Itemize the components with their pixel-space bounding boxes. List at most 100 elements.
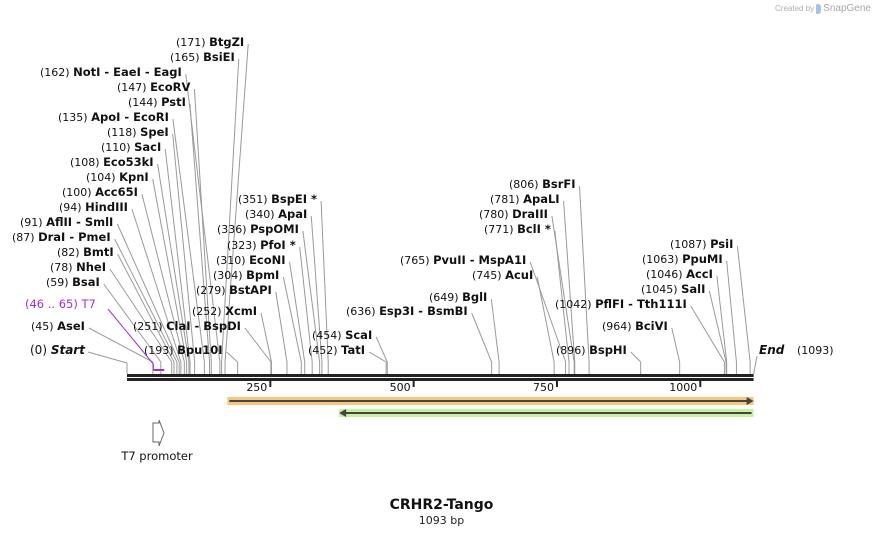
- sequence-name: CRHR2-Tango: [389, 497, 494, 513]
- restriction-site-label[interactable]: (78) NheI: [50, 260, 106, 274]
- site-leader: [563, 200, 576, 363]
- restriction-site-label[interactable]: (100) Acc65I: [62, 185, 138, 199]
- restriction-site-label[interactable]: (82) BmtI: [57, 245, 114, 259]
- restriction-site-label[interactable]: (1087) PsiI: [670, 237, 733, 251]
- site-leader: [157, 163, 190, 363]
- restriction-site-label[interactable]: (162) NotI - EaeI - EagI: [40, 65, 182, 79]
- start-label: (0) Start: [30, 343, 86, 357]
- restriction-site-label[interactable]: (147) EcoRV: [117, 80, 191, 94]
- restriction-site-label[interactable]: (45) AseI: [31, 319, 85, 333]
- site-leader: [172, 118, 205, 363]
- site-leader: [671, 327, 681, 363]
- site-leader: [726, 260, 737, 363]
- primer-leader: [107, 308, 154, 365]
- restriction-site-label[interactable]: (252) XcmI: [192, 304, 257, 318]
- restriction-site-label[interactable]: (118) SpeI: [107, 125, 169, 139]
- primer-binding-bar[interactable]: [153, 369, 165, 371]
- site-leader: [299, 246, 313, 363]
- restriction-site-label[interactable]: (1045) SalI: [641, 282, 705, 296]
- restriction-site-label[interactable]: (649) BglI: [429, 290, 487, 304]
- site-leader: [471, 312, 493, 363]
- start-leader: [87, 351, 128, 364]
- end-label: End: [759, 343, 785, 357]
- site-leader: [103, 283, 162, 363]
- site-leader: [716, 275, 728, 363]
- site-leader: [114, 238, 178, 363]
- restriction-site-label[interactable]: (94) HindIII: [59, 200, 128, 214]
- restriction-site-label[interactable]: (964) BciVI: [602, 319, 668, 333]
- restriction-site-label[interactable]: (745) AcuI: [472, 268, 533, 282]
- restriction-site-label[interactable]: (336) PspOMI: [217, 222, 299, 236]
- site-leader: [736, 245, 751, 363]
- scale-tick: [269, 381, 272, 387]
- restriction-site-label[interactable]: (104) KpnI: [86, 170, 149, 184]
- promoter-arrow-icon[interactable]: [152, 419, 165, 447]
- site-leader: [131, 208, 182, 363]
- site-leader: [630, 351, 642, 363]
- restriction-site-label[interactable]: (165) BsiEI: [170, 50, 235, 64]
- site-leader: [690, 305, 725, 363]
- site-leader: [529, 261, 567, 363]
- site-leader: [193, 88, 212, 363]
- restriction-site-label[interactable]: (279) BstAPI: [196, 283, 272, 297]
- restriction-site-label[interactable]: (340) ApaI: [245, 207, 307, 221]
- scale-tick-label: 1000: [669, 381, 697, 394]
- restriction-site-label[interactable]: (452) TatI: [308, 343, 365, 357]
- restriction-site-label[interactable]: (87) DraI - PmeI: [12, 230, 111, 244]
- restriction-site-label[interactable]: (59) BsaI: [46, 275, 100, 289]
- backbone-bottom-strand: [127, 378, 754, 381]
- restriction-site-label[interactable]: (323) PfoI *: [227, 238, 296, 252]
- site-leader: [172, 133, 196, 363]
- end-position: (1093): [797, 344, 834, 357]
- restriction-site-label[interactable]: (110) SacI: [101, 140, 161, 154]
- restriction-site-label[interactable]: (771) BclI *: [484, 222, 551, 236]
- restriction-site-label[interactable]: (108) Eco53kI: [70, 155, 154, 169]
- site-leader: [244, 327, 272, 363]
- restriction-site-label[interactable]: (310) EcoNI: [216, 253, 286, 267]
- site-leader: [551, 215, 575, 363]
- site-leader: [708, 290, 727, 363]
- restriction-site-label[interactable]: (896) BspHI: [556, 343, 627, 357]
- restriction-site-label[interactable]: (193) Bpu10I: [144, 343, 223, 357]
- primer-label[interactable]: (46 .. 65) T7: [25, 297, 96, 311]
- scale-tick: [699, 381, 702, 387]
- site-leader: [490, 298, 500, 363]
- restriction-site-label[interactable]: (144) PstI: [128, 95, 186, 109]
- arrow-right-icon: [746, 397, 754, 405]
- restriction-site-label[interactable]: (171) BtgZI: [176, 35, 244, 49]
- site-leader: [368, 351, 387, 363]
- scale-tick-label: 250: [246, 381, 267, 394]
- site-leader: [221, 58, 240, 363]
- restriction-site-label[interactable]: (780) DraIII: [479, 207, 548, 221]
- restriction-site-label[interactable]: (135) ApoI - EcoRI: [58, 110, 169, 124]
- site-leader: [189, 103, 211, 363]
- site-leader: [164, 148, 191, 363]
- site-leader: [117, 253, 175, 363]
- restriction-site-label[interactable]: (91) AflII - SmlI: [20, 215, 113, 229]
- credit-brand: SnapGene: [823, 3, 871, 14]
- restriction-site-label[interactable]: (781) ApaLI: [490, 192, 560, 206]
- restriction-site-label[interactable]: (454) ScaI: [312, 328, 372, 342]
- end-leader: [753, 355, 758, 375]
- restriction-site-label[interactable]: (765) PvuII - MspA1I: [400, 253, 526, 267]
- arrow-left-icon: [339, 409, 347, 417]
- restriction-site-label[interactable]: (351) BspEI *: [238, 192, 317, 206]
- sequence-length: 1093 bp: [418, 514, 465, 527]
- restriction-site-label[interactable]: (304) BpmI: [213, 268, 279, 282]
- site-leader: [302, 230, 321, 363]
- restriction-site-label[interactable]: (1063) PpuMI: [642, 252, 723, 266]
- site-leader: [282, 276, 302, 363]
- scale-tick: [555, 381, 558, 387]
- site-leader: [226, 351, 238, 363]
- restriction-site-label[interactable]: (1042) PflFI - Tth111I: [555, 297, 687, 311]
- restriction-site-label[interactable]: (251) ClaI - BspDI: [133, 319, 241, 333]
- restriction-site-label[interactable]: (636) Esp3I - BsmBI: [346, 304, 468, 318]
- snapgene-logo-icon: [816, 3, 822, 14]
- restriction-site-label[interactable]: (1046) AccI: [646, 267, 713, 281]
- restriction-site-label[interactable]: (806) BsrFI: [509, 177, 576, 191]
- site-leader: [579, 185, 590, 363]
- site-leader: [88, 327, 154, 363]
- site-leader: [375, 336, 388, 363]
- site-leader: [260, 312, 272, 363]
